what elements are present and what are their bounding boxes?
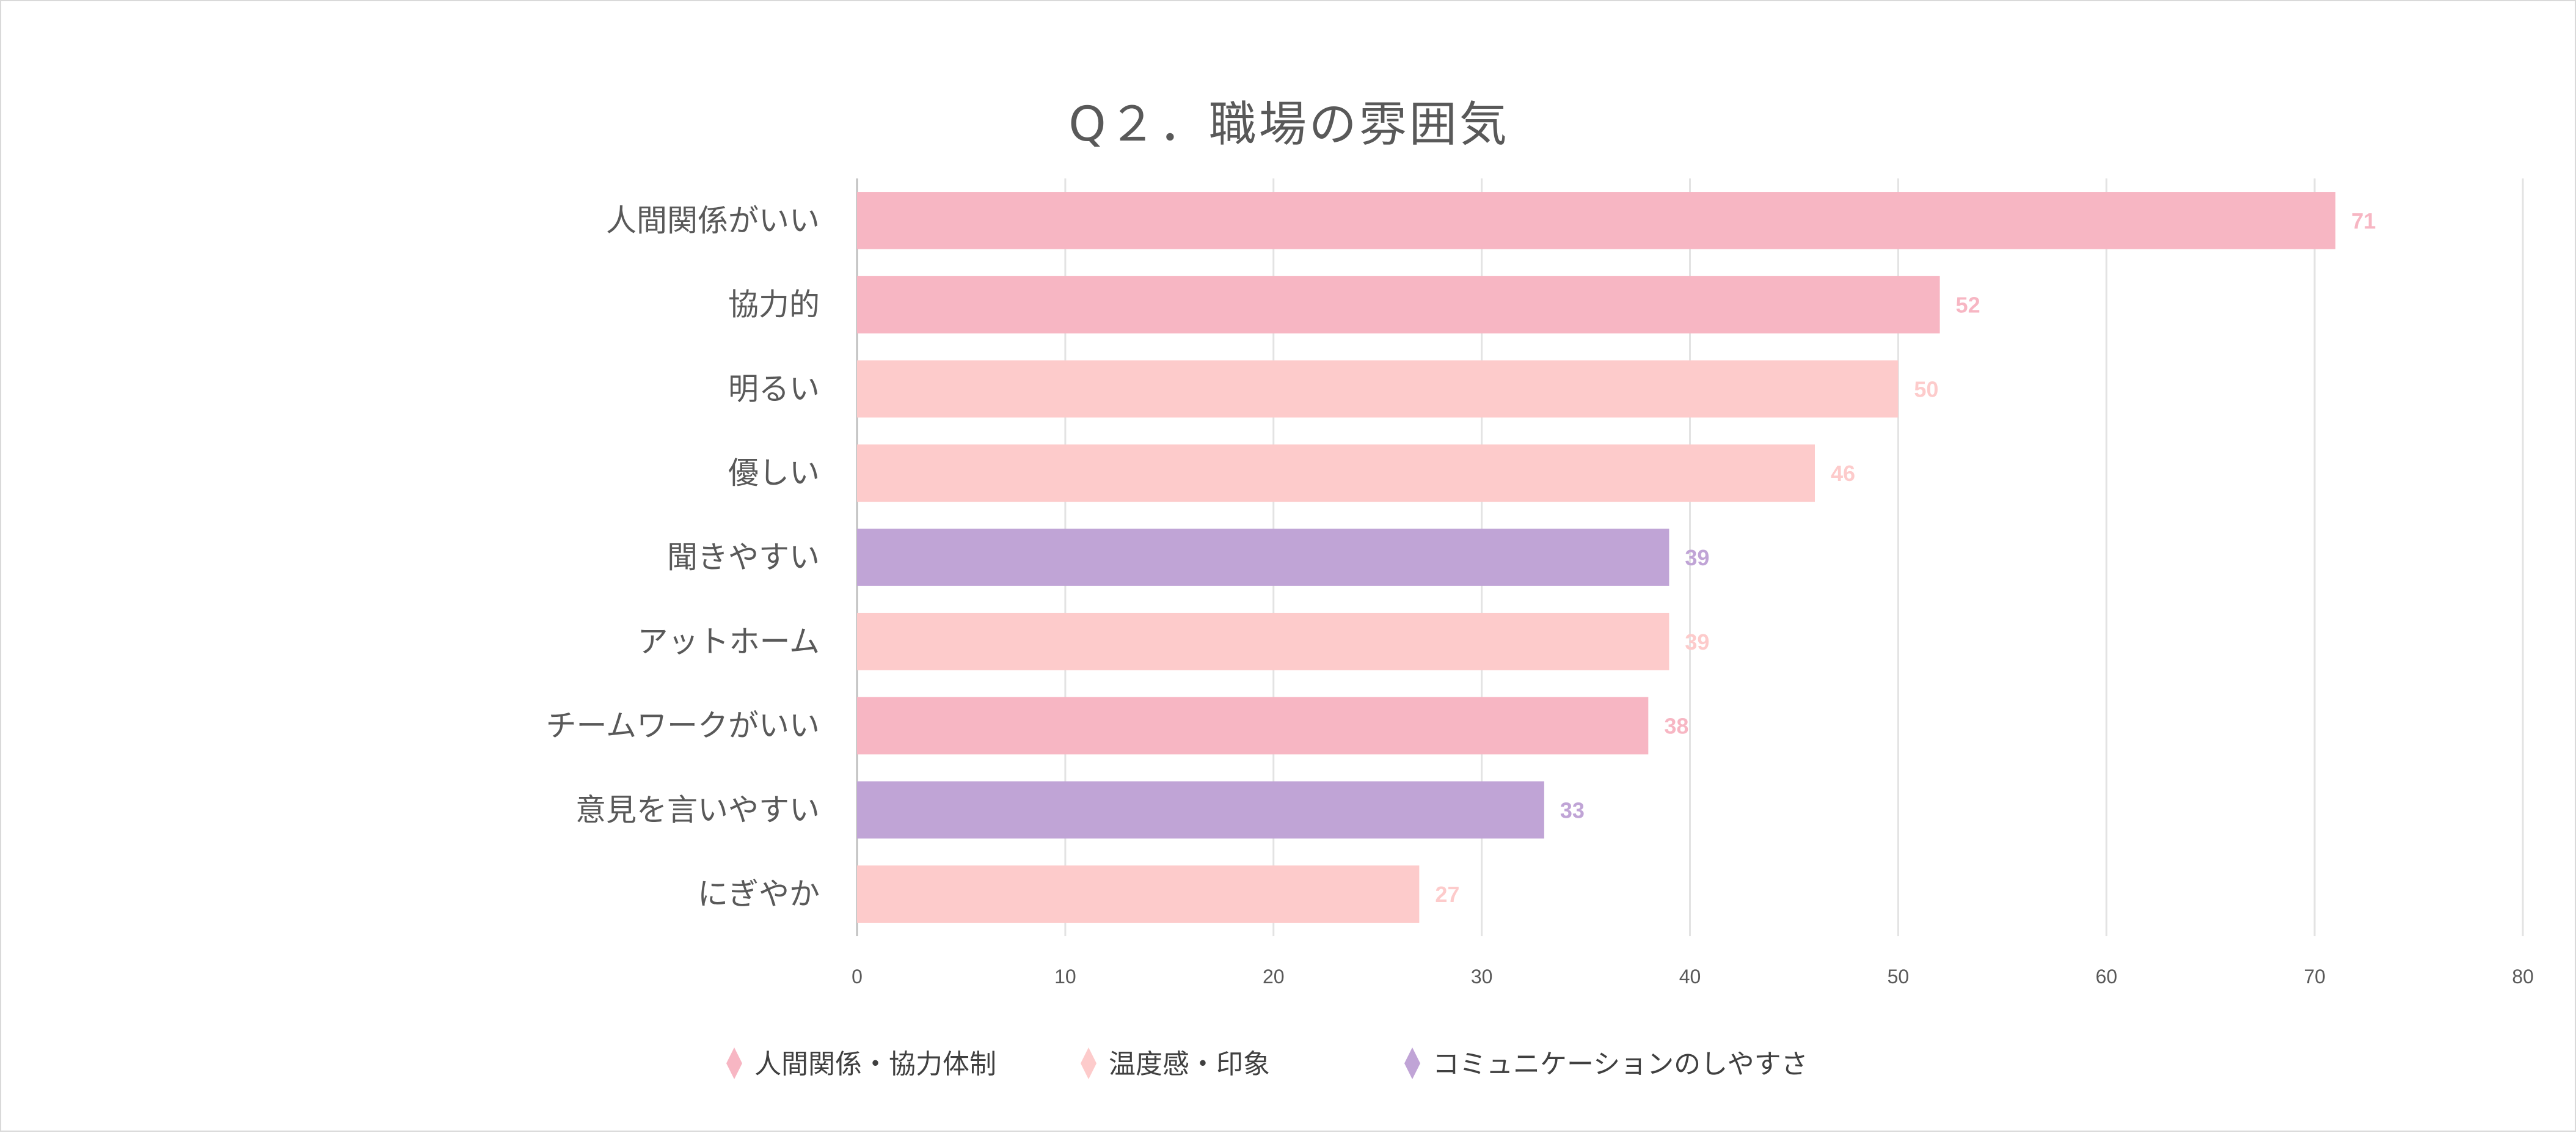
data-label: 38	[1664, 714, 1688, 739]
legend-diamond-icon	[1404, 1047, 1420, 1079]
x-tick-label: 40	[1679, 966, 1701, 988]
x-tick-label: 10	[1054, 966, 1076, 988]
legend-item: 人間関係・協力体制	[726, 1047, 996, 1080]
bar	[857, 360, 1899, 418]
bar	[857, 529, 1669, 586]
x-axis-ticks: 0 10 20 30 40 50 60 70 80	[852, 966, 2534, 988]
category-label: にぎやか	[698, 876, 820, 912]
legend-diamond-icon	[726, 1047, 742, 1079]
category-label: 明るい	[728, 371, 820, 406]
bar	[857, 192, 2336, 249]
chart-title: Q２．職場の雰囲気	[1068, 97, 1509, 152]
category-label: チームワークがいい	[546, 708, 820, 744]
data-label: 39	[1685, 629, 1709, 654]
bar	[857, 444, 1815, 502]
bar	[857, 697, 1649, 755]
x-tick-label: 20	[1263, 966, 1285, 988]
data-label: 33	[1560, 798, 1585, 823]
category-label: 聞きやすい	[667, 540, 820, 575]
category-label: 人間関係がいい	[606, 203, 820, 238]
category-label: アットホーム	[638, 624, 820, 659]
x-tick-label: 30	[1471, 966, 1493, 988]
bar	[857, 865, 1420, 923]
legend-label: コミュニケーションのしやすさ	[1432, 1049, 1808, 1080]
x-tick-label: 60	[2095, 966, 2117, 988]
legend-item: 温度感・印象	[1081, 1047, 1270, 1080]
bar	[857, 781, 1544, 839]
data-label: 50	[1914, 376, 1938, 402]
data-label: 27	[1435, 882, 1459, 907]
data-label: 39	[1685, 545, 1709, 570]
legend-item: コミュニケーションのしやすさ	[1404, 1047, 1808, 1080]
legend-label: 人間関係・協力体制	[754, 1049, 996, 1080]
legend: 人間関係・協力体制 温度感・印象 コミュニケーションのしやすさ	[726, 1047, 1808, 1080]
x-tick-label: 0	[852, 966, 863, 988]
data-label: 71	[2351, 208, 2376, 233]
legend-diamond-icon	[1081, 1047, 1096, 1079]
x-tick-label: 80	[2512, 966, 2534, 988]
bar	[857, 612, 1669, 670]
x-tick-label: 70	[2304, 966, 2326, 988]
x-tick-label: 50	[1888, 966, 1910, 988]
category-label: 協力的	[728, 287, 820, 323]
bars: 71 52 50 46 39 39 38 33 27	[857, 192, 2376, 923]
bar	[857, 276, 1940, 334]
y-axis-categories: 人間関係がいい協力的明るい優しい聞きやすいアットホームチームワークがいい意見を言…	[546, 203, 820, 912]
data-label: 46	[1831, 461, 1855, 486]
category-label: 意見を言いやすい	[575, 792, 820, 827]
category-label: 優しい	[728, 455, 820, 491]
data-label: 52	[1956, 293, 1980, 318]
legend-label: 温度感・印象	[1109, 1049, 1270, 1080]
